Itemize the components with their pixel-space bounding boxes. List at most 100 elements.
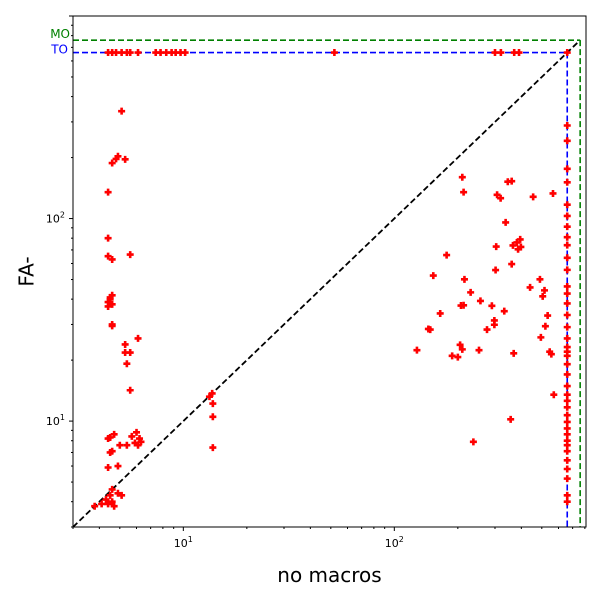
data-point <box>492 266 500 274</box>
data-point <box>128 432 136 440</box>
data-point <box>126 386 134 394</box>
x-tick-label: 101 <box>174 535 193 550</box>
data-point <box>108 498 116 506</box>
data-point <box>563 121 571 129</box>
data-point <box>460 275 468 283</box>
data-point <box>563 266 571 274</box>
data-point <box>537 333 545 341</box>
data-point <box>106 448 114 456</box>
data-point <box>536 275 544 283</box>
data-point <box>508 260 516 268</box>
data-point <box>104 252 112 260</box>
data-point <box>514 245 522 253</box>
data-point <box>209 413 217 421</box>
data-point <box>134 334 142 342</box>
y-tick-label: 102 <box>46 211 65 226</box>
data-point <box>454 353 462 361</box>
data-point <box>429 272 437 280</box>
data-point <box>460 301 468 309</box>
data-point <box>330 49 338 57</box>
data-point <box>483 326 491 334</box>
data-point <box>563 403 571 411</box>
timeout-line-label: TO <box>50 43 68 57</box>
diagonal-line <box>72 39 581 528</box>
data-point <box>108 485 116 493</box>
data-point <box>563 282 571 290</box>
data-point <box>563 241 571 249</box>
data-point <box>563 290 571 298</box>
data-point <box>121 155 129 163</box>
data-point <box>563 343 571 351</box>
data-point <box>563 418 571 426</box>
data-point <box>126 49 134 57</box>
data-point <box>539 292 547 300</box>
data-point <box>413 346 421 354</box>
data-point <box>563 475 571 483</box>
reference-lines <box>72 39 581 528</box>
data-point <box>563 437 571 445</box>
data-point <box>118 491 126 499</box>
data-point <box>563 382 571 390</box>
data-point <box>563 233 571 241</box>
data-point <box>507 415 515 423</box>
data-point <box>426 326 434 334</box>
data-point <box>123 360 131 368</box>
data-point <box>563 397 571 405</box>
data-point <box>563 491 571 499</box>
x-axis-label: no macros <box>277 563 381 587</box>
data-point <box>563 334 571 342</box>
data-point <box>106 491 114 499</box>
data-point <box>563 311 571 319</box>
data-point <box>563 137 571 145</box>
y-tick-label: 101 <box>46 413 65 428</box>
data-point <box>108 255 116 263</box>
data-point <box>544 312 552 320</box>
memout-line-label: MO <box>50 27 70 41</box>
data-point <box>114 152 122 160</box>
data-point <box>563 447 571 455</box>
data-point <box>469 438 477 446</box>
data-point <box>458 345 466 353</box>
data-point <box>563 411 571 419</box>
data-point <box>104 464 112 472</box>
y-axis-label: FA- <box>15 256 39 286</box>
data-point <box>563 299 571 307</box>
data-point <box>137 438 145 446</box>
data-point <box>123 441 131 449</box>
data-point <box>118 107 126 115</box>
data-point <box>497 49 505 57</box>
data-point <box>563 370 571 378</box>
data-point <box>460 188 468 196</box>
data-point <box>116 441 124 449</box>
data-point <box>549 189 557 197</box>
data-point <box>126 251 134 259</box>
data-point <box>563 165 571 173</box>
data-point <box>563 430 571 438</box>
data-point <box>104 234 112 242</box>
data-point <box>102 496 110 504</box>
data-point <box>515 49 523 57</box>
data-point <box>497 194 505 202</box>
x-tick-label: 102 <box>385 535 404 550</box>
data-point <box>502 218 510 226</box>
data-point <box>443 251 451 259</box>
data-point <box>563 360 571 368</box>
data-point <box>108 320 116 328</box>
data-point <box>508 177 516 185</box>
data-point <box>456 341 464 349</box>
data-point <box>563 498 571 506</box>
data-point <box>467 288 475 296</box>
axes <box>72 15 587 528</box>
data-point <box>491 49 499 57</box>
data-point <box>563 465 571 473</box>
data-point <box>208 389 216 397</box>
data-point <box>91 502 99 510</box>
plot-frame <box>72 15 587 528</box>
data-point <box>114 489 122 497</box>
data-point <box>563 391 571 399</box>
data-point <box>121 340 129 348</box>
data-point <box>181 49 189 57</box>
data-point <box>106 433 114 441</box>
